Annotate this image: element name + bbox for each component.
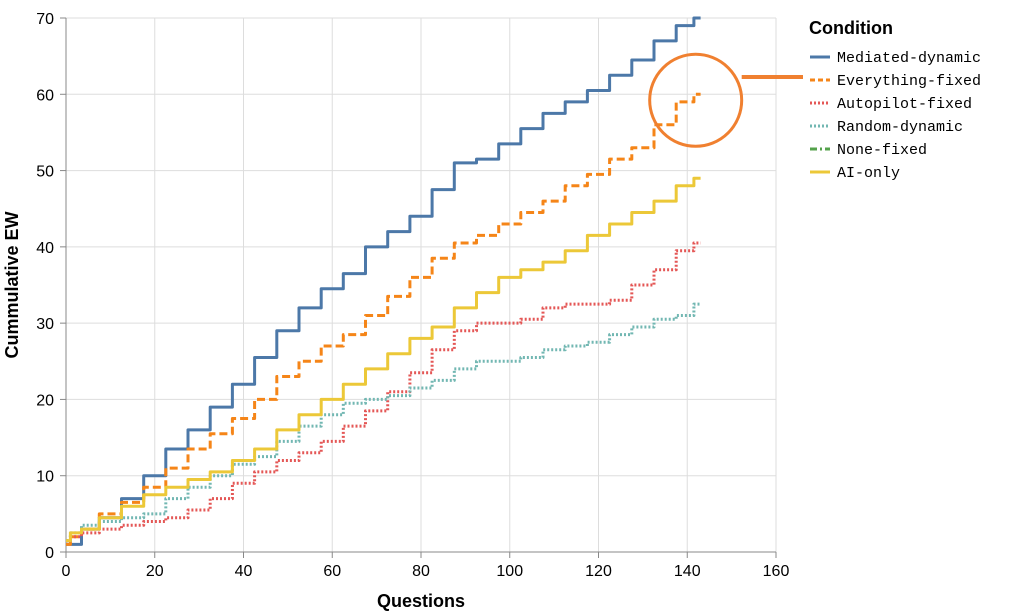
legend-label: Random-dynamic (837, 119, 963, 136)
y-tick-label: 50 (36, 164, 54, 181)
x-tick-label: 0 (62, 563, 71, 580)
y-tick-label: 20 (36, 392, 54, 409)
legend-label: Everything-fixed (837, 73, 981, 90)
legend-label: AI-only (837, 165, 900, 182)
legend-title: Condition (809, 18, 893, 38)
y-tick-label: 60 (36, 87, 54, 104)
series-line-ai-only (66, 176, 701, 543)
series-line-everything-fixed (66, 92, 701, 546)
chart-series (66, 16, 701, 546)
x-tick-label: 120 (585, 563, 612, 580)
chart-grid (65, 17, 777, 553)
x-tick-label: 160 (763, 563, 790, 580)
chart-legend: Condition Mediated-dynamic Everything-fixe… (809, 18, 981, 182)
x-tick-label: 100 (496, 563, 523, 580)
legend-label: Mediated-dynamic (837, 50, 981, 67)
x-tick-label: 80 (412, 563, 430, 580)
y-tick-label: 10 (36, 469, 54, 486)
legend-label: Autopilot-fixed (837, 96, 972, 113)
x-axis-title: Questions (377, 591, 465, 611)
x-tick-label: 60 (323, 563, 341, 580)
legend-label: None-fixed (837, 142, 927, 159)
series-line-autopilot-fixed (66, 241, 701, 543)
chart-annotation (648, 52, 803, 148)
chart-axes: 0 20 40 60 80 100 120 140 160 0 10 20 30 40 50 60 70 (36, 11, 789, 580)
series-line-random-dynamic (66, 302, 701, 543)
annotation-circle (648, 52, 744, 148)
y-tick-label: 40 (36, 240, 54, 257)
x-tick-label: 40 (235, 563, 253, 580)
y-tick-label: 30 (36, 316, 54, 333)
y-tick-label: 70 (36, 11, 54, 28)
y-tick-label: 0 (45, 545, 54, 562)
x-tick-label: 140 (674, 563, 701, 580)
y-axis-title: Cummulative EW (2, 211, 22, 358)
x-tick-label: 20 (146, 563, 164, 580)
series-line-mediated-dynamic (66, 16, 701, 546)
